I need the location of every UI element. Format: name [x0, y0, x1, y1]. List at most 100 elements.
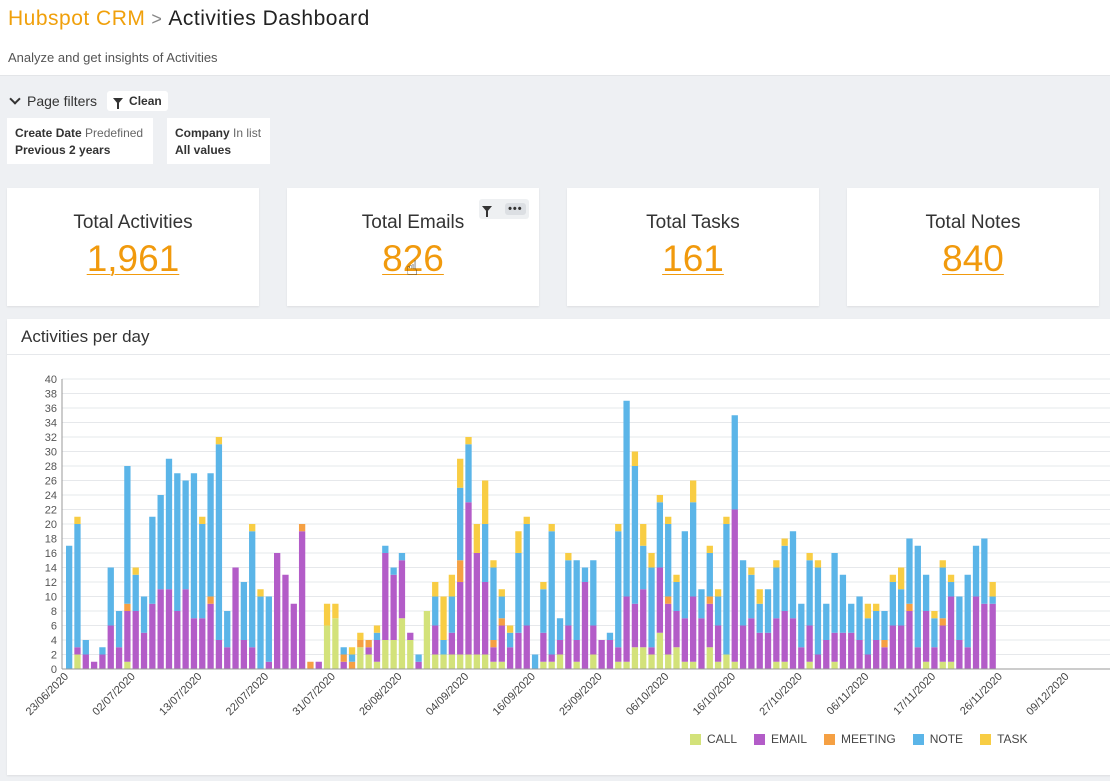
bar-segment-email [182, 589, 189, 669]
bar-segment-email [731, 509, 738, 662]
bar-segment-task [773, 560, 780, 568]
bar-segment-email [157, 589, 164, 669]
x-tick-label: 06/11/2020 [825, 671, 872, 718]
bar-segment-call [556, 654, 564, 669]
bar-segment-call [482, 654, 489, 669]
bar-segment-call [831, 661, 838, 669]
bar-segment-task [506, 625, 514, 633]
bar-segment-email [540, 632, 547, 662]
bar-segment-email [115, 647, 123, 669]
bar-segment-email [739, 625, 747, 669]
filter-company[interactable]: Company In list All values [167, 118, 270, 164]
bar-segment-task [806, 553, 813, 561]
bar-segment-email [448, 632, 456, 655]
legend-item-call[interactable]: CALL [690, 732, 737, 746]
bar-segment-call [357, 647, 364, 669]
bar-segment-note [115, 611, 123, 648]
bar-segment-email [315, 661, 322, 669]
more-options-button[interactable]: ••• [505, 203, 526, 215]
bar-segment-task [615, 524, 622, 532]
bar-segment-email [99, 654, 106, 669]
kpi-title: Total Emails [361, 212, 465, 233]
bar-segment-note [781, 545, 788, 611]
bar-segment-note [157, 495, 164, 590]
bar-segment-note [548, 531, 555, 655]
bar-segment-meeting [365, 640, 372, 648]
filter-icon[interactable] [482, 206, 493, 217]
legend-item-email[interactable]: EMAIL [754, 732, 807, 746]
page-filters-label: Page filters [27, 93, 98, 109]
bar-segment-email [598, 640, 605, 669]
bar-segment-task [640, 524, 647, 546]
bar-segment-meeting [906, 603, 913, 611]
bar-segment-task [631, 451, 639, 466]
page-title: Activities Dashboard [168, 7, 370, 30]
legend-item-task[interactable]: TASK [980, 732, 1028, 746]
bar-segment-call [440, 654, 447, 669]
bar-segment-note [165, 458, 173, 590]
bar-segment-email [473, 553, 480, 655]
kpi-value-link[interactable]: 1,961 [86, 238, 180, 279]
bar-segment-email [548, 654, 555, 662]
bar-segment-email [482, 582, 489, 655]
breadcrumb-root-link[interactable]: Hubspot CRM [8, 7, 146, 30]
bar-segment-note [773, 567, 780, 619]
bar-segment-call [382, 640, 389, 669]
bar-segment-call [323, 625, 331, 669]
bar-segment-call [398, 618, 406, 669]
bar-segment-call [390, 640, 397, 669]
bar-segment-task [656, 495, 664, 503]
bar-segment-meeting [498, 618, 505, 626]
legend-label: MEETING [841, 732, 896, 746]
bar-segment-email [648, 647, 655, 655]
bar-segment-note [140, 596, 148, 633]
x-tick-label: 26/08/2020 [357, 671, 404, 718]
bar-segment-meeting [706, 596, 713, 604]
y-tick-label: 38 [45, 389, 57, 401]
bar-segment-task [665, 516, 672, 524]
bar-segment-task [473, 524, 480, 553]
bar-segment-task [74, 516, 81, 524]
bar-segment-call [498, 661, 505, 669]
bar-segment-note [914, 545, 921, 648]
bar-segment-email [298, 531, 306, 669]
bar-segment-note [873, 611, 880, 640]
bar-segment-email [922, 611, 930, 662]
y-tick-label: 16 [45, 548, 57, 560]
bar-segment-task [565, 553, 572, 561]
bar-segment-call [681, 661, 688, 669]
bar-segment-email [947, 596, 955, 662]
bar-segment-note [132, 574, 139, 611]
bar-segment-call [723, 654, 730, 669]
bar-segment-email [681, 618, 688, 662]
page-filters-toggle[interactable]: Page filters [8, 93, 97, 109]
bar-segment-call [690, 661, 697, 669]
bar-segment-email [240, 640, 248, 669]
bar-segment-note [889, 582, 896, 626]
bar-segment-task [432, 582, 439, 597]
bar-segment-call [473, 654, 480, 669]
bar-segment-call [365, 654, 372, 669]
kpi-value-link[interactable]: 161 [662, 238, 724, 279]
bar-segment-meeting [307, 661, 314, 669]
clean-filters-button[interactable]: Clean [107, 91, 168, 111]
bar-segment-call [432, 654, 439, 669]
bar-segment-task [723, 516, 730, 524]
filter-create-date[interactable]: Create Date Predefined Previous 2 years [7, 118, 153, 164]
bar-segment-note [506, 632, 514, 648]
bar-segment-note [656, 502, 664, 568]
clean-filters-label: Clean [129, 94, 162, 108]
bar-segment-task [889, 574, 896, 582]
kpi-card-total-activities: Total Activities 1,961 [7, 188, 259, 306]
legend-item-note[interactable]: NOTE [912, 732, 963, 746]
bar-segment-email [249, 647, 256, 669]
kpi-value-link[interactable]: 826 [382, 238, 444, 279]
bar-segment-email [640, 589, 647, 648]
bar-segment-note [540, 589, 547, 633]
kpi-value-link[interactable]: 840 [942, 238, 1004, 279]
legend-item-meeting[interactable]: MEETING [824, 732, 896, 746]
bar-segment-task [482, 480, 489, 524]
bar-segment-note [698, 589, 705, 619]
y-tick-label: 10 [45, 592, 57, 604]
y-tick-label: 22 [45, 505, 57, 517]
